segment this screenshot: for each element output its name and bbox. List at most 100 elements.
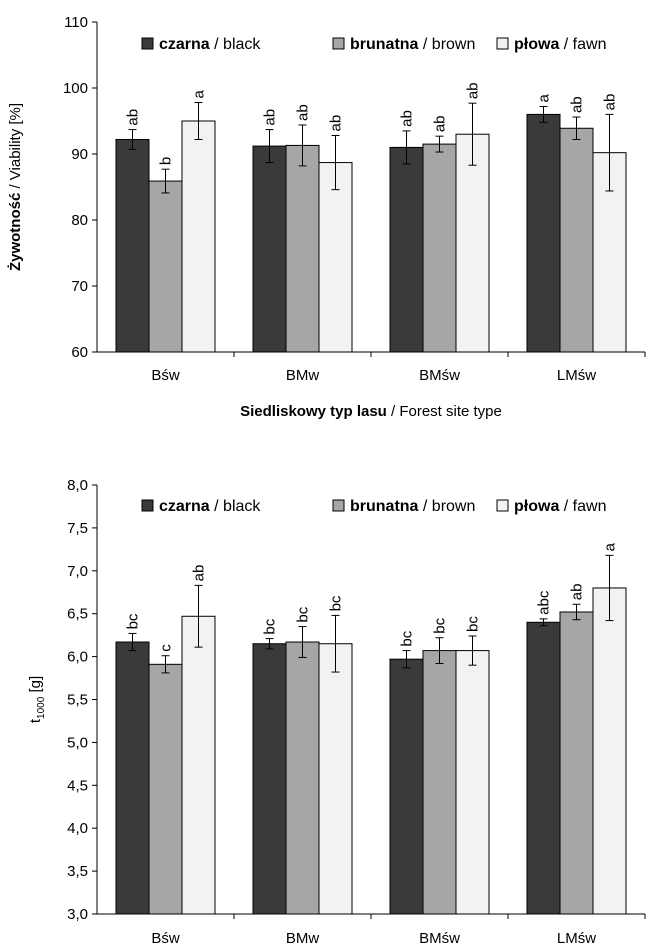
y-tick-label: 3,5	[67, 863, 88, 880]
significance-label: a	[536, 93, 553, 102]
y-axis-title: Żywotność / Viability [%]	[7, 103, 24, 271]
category-label: BMw	[286, 930, 320, 947]
significance-label: ab	[295, 104, 312, 121]
significance-label: a	[191, 90, 208, 99]
legend-name-rest: / brown	[418, 498, 475, 515]
category-label: Bśw	[151, 930, 180, 947]
y-tick-label: 8,0	[67, 477, 88, 494]
legend-name-bold: czarna	[159, 498, 210, 515]
significance-label: bc	[262, 618, 279, 634]
legend-name-bold: brunatna	[350, 498, 419, 515]
significance-label: bc	[399, 630, 416, 646]
bar	[592, 587, 627, 915]
bar	[389, 658, 424, 915]
bar	[455, 650, 490, 915]
significance-label: abc	[536, 590, 553, 615]
legend-name-bold: płowa	[514, 498, 559, 515]
chart-thousand-seed-weight: 3,0 3,5 4,0 4,5 5,0 5,5 6,0 6,5 7,0 7,5 8,0 Bśw bc c a…	[27, 477, 646, 947]
significance-label: ab	[191, 565, 208, 582]
bar	[526, 113, 561, 353]
bar	[285, 144, 320, 353]
bar	[148, 663, 183, 915]
legend-swatch	[332, 499, 345, 512]
bar	[181, 615, 216, 915]
bar	[285, 641, 320, 915]
legend-entry: płowa / fawn	[514, 36, 606, 53]
significance-label: a	[602, 542, 619, 551]
bar	[148, 180, 183, 353]
legend-swatch	[496, 499, 509, 512]
significance-label: c	[158, 644, 175, 652]
y-axis-title-main: t	[27, 718, 44, 723]
legend-name-rest: / brown	[418, 36, 475, 53]
legend-entry: płowa / fawn	[514, 498, 606, 515]
legend-name-bold: płowa	[514, 36, 559, 53]
y-tick-label: 7,5	[67, 520, 88, 537]
significance-label: ab	[602, 94, 619, 111]
bar	[559, 127, 594, 353]
y-axis-title-sub: 1000	[36, 696, 47, 719]
bar	[115, 641, 150, 915]
legend-name-rest: / black	[210, 498, 262, 515]
y-tick-label: 80	[71, 212, 88, 229]
x-axis-title-rest: / Forest site type	[387, 403, 502, 420]
significance-label: b	[158, 157, 175, 165]
significance-label: bc	[432, 617, 449, 633]
significance-label: bc	[295, 606, 312, 622]
legend-swatch	[141, 499, 154, 512]
y-tick-label: 4,0	[67, 820, 88, 837]
category-label: LMśw	[557, 367, 596, 384]
y-tick-label: 100	[63, 80, 88, 97]
significance-label: ab	[465, 82, 482, 99]
x-axis-title-bold: Siedliskowy typ lasu	[240, 403, 387, 420]
y-tick-label: 6,5	[67, 606, 88, 623]
legend-entry: brunatna / brown	[350, 498, 475, 515]
significance-label: ab	[125, 109, 142, 126]
significance-label: bc	[125, 613, 142, 629]
y-tick-label: 6,0	[67, 649, 88, 666]
bar	[389, 146, 424, 353]
y-tick-label: 5,5	[67, 692, 88, 709]
significance-label: ab	[262, 109, 279, 126]
legend-name-rest: / fawn	[559, 498, 606, 515]
bar	[115, 138, 150, 353]
bar	[422, 143, 457, 353]
y-tick-label: 7,0	[67, 563, 88, 580]
significance-label: bc	[465, 616, 482, 632]
category-label: Bśw	[151, 367, 180, 384]
legend-name-bold: brunatna	[350, 36, 419, 53]
bar	[455, 133, 490, 353]
legend-name-bold: czarna	[159, 36, 210, 53]
category-label: BMśw	[419, 930, 460, 947]
significance-label: ab	[569, 96, 586, 113]
y-axis-title-rest: / Viability [%]	[7, 103, 24, 193]
significance-label: ab	[432, 115, 449, 132]
y-tick-label: 4,5	[67, 777, 88, 794]
y-tick-label: 90	[71, 146, 88, 163]
significance-label: ab	[569, 584, 586, 601]
category-label: BMw	[286, 367, 320, 384]
legend-swatch	[496, 37, 509, 50]
y-tick-label: 60	[71, 344, 88, 361]
bar	[252, 643, 287, 915]
legend-entry: brunatna / brown	[350, 36, 475, 53]
bar	[422, 650, 457, 915]
bar	[318, 643, 353, 915]
bar	[526, 621, 561, 915]
y-tick-label: 70	[71, 278, 88, 295]
bar	[318, 162, 353, 353]
y-axis-title-rest: [g]	[27, 676, 44, 697]
significance-label: bc	[328, 595, 345, 611]
y-tick-label: 3,0	[67, 906, 88, 923]
category-label: BMśw	[419, 367, 460, 384]
y-axis-title-bold: Żywotność	[7, 193, 24, 271]
legend-entry: czarna / black	[159, 498, 261, 515]
significance-label: ab	[328, 115, 345, 132]
y-axis-title: t1000 [g]	[27, 676, 47, 723]
legend-entry: czarna / black	[159, 36, 261, 53]
legend-swatch	[332, 37, 345, 50]
category-label: LMśw	[557, 930, 596, 947]
bar	[181, 120, 216, 353]
